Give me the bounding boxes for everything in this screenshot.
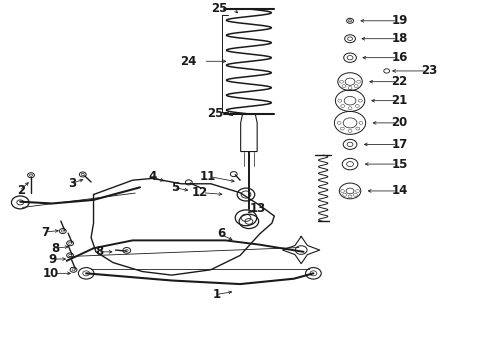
Text: 15: 15	[392, 158, 408, 171]
Text: 18: 18	[392, 32, 408, 45]
Text: 11: 11	[199, 170, 216, 183]
Text: 5: 5	[171, 181, 179, 194]
Text: 3: 3	[68, 177, 76, 190]
Text: 17: 17	[392, 138, 408, 151]
Text: 2: 2	[17, 184, 25, 197]
Text: 7: 7	[42, 226, 49, 239]
Text: 24: 24	[180, 55, 196, 68]
Text: 25: 25	[208, 107, 224, 121]
Text: 16: 16	[392, 51, 408, 64]
Text: 13: 13	[250, 202, 266, 215]
Text: 1: 1	[213, 288, 220, 301]
Text: 23: 23	[421, 64, 437, 77]
Text: 9: 9	[49, 252, 57, 266]
Text: 4: 4	[149, 170, 157, 183]
Text: 20: 20	[392, 116, 408, 129]
Text: 8: 8	[51, 242, 59, 255]
Text: 21: 21	[392, 94, 408, 107]
Text: 14: 14	[392, 184, 408, 197]
Text: 19: 19	[392, 14, 408, 27]
Text: 12: 12	[192, 186, 208, 199]
Text: 10: 10	[43, 267, 59, 280]
Text: 6: 6	[217, 228, 225, 240]
Text: 22: 22	[392, 75, 408, 88]
Text: 25: 25	[212, 3, 228, 15]
Text: 8: 8	[95, 246, 103, 258]
